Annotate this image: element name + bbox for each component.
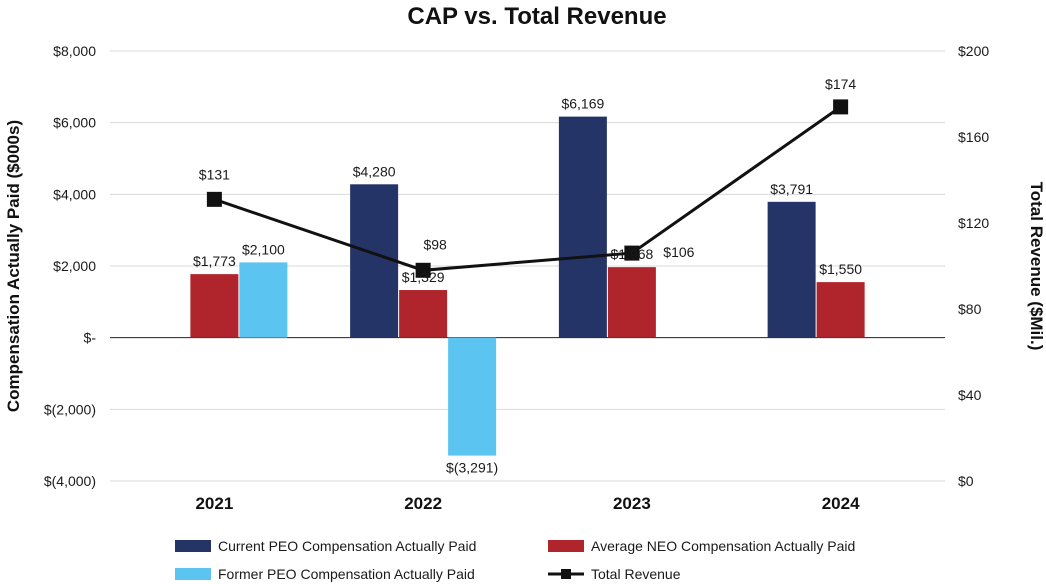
y-tick-label: $(2,000) xyxy=(44,401,96,417)
bar xyxy=(350,184,399,338)
bar xyxy=(399,290,448,338)
y2-tick-label: $80 xyxy=(958,301,982,317)
revenue-data-label: $98 xyxy=(423,236,447,252)
y2-tick-label: $120 xyxy=(958,215,989,231)
legend-swatch-marker xyxy=(561,569,571,579)
y-tick-label: $(4,000) xyxy=(44,473,96,489)
bars xyxy=(190,116,865,456)
bar xyxy=(448,337,497,456)
category-label: 2023 xyxy=(613,494,651,513)
bar-data-label: $1,773 xyxy=(193,253,236,269)
data-labels: $4,280 $6,169 $3,791 $1,773 $1,329 $1,968 $1,5… xyxy=(193,76,862,476)
revenue-data-label: $131 xyxy=(199,166,230,182)
legend: Current PEO Compensation Actually Paid Av… xyxy=(175,538,855,582)
y2-tick-label: $160 xyxy=(958,129,989,145)
revenue-point xyxy=(206,191,222,207)
bar xyxy=(558,116,607,338)
bar-data-label: $1,968 xyxy=(610,246,653,262)
legend-label: Current PEO Compensation Actually Paid xyxy=(218,538,476,554)
bar xyxy=(239,262,288,338)
y-tick-label: $2,000 xyxy=(53,258,96,274)
category-label: 2024 xyxy=(822,494,860,513)
bar-data-label: $3,791 xyxy=(770,181,813,197)
legend-label: Total Revenue xyxy=(591,566,681,582)
revenue-line xyxy=(213,105,842,272)
bar-data-label: $1,550 xyxy=(819,261,862,277)
bar-data-label: $2,100 xyxy=(242,241,285,257)
legend-label: Average NEO Compensation Actually Paid xyxy=(591,538,855,554)
bar-data-label: $(3,291) xyxy=(446,460,498,476)
legend-swatch xyxy=(175,568,211,580)
legend-swatch xyxy=(175,540,211,552)
category-labels: 2021 2022 2023 2024 xyxy=(195,494,860,513)
chart-title: CAP vs. Total Revenue xyxy=(407,3,666,30)
bar xyxy=(190,274,239,338)
y-axis-title: Compensation Actually Paid ($000s) xyxy=(4,120,23,412)
revenue-point xyxy=(833,99,849,115)
y-tick-label: $6,000 xyxy=(53,115,96,131)
bar xyxy=(767,201,816,338)
revenue-line-series xyxy=(206,99,849,278)
category-label: 2022 xyxy=(404,494,442,513)
y2-tick-label: $0 xyxy=(958,473,974,489)
bar-data-label: $4,280 xyxy=(353,163,396,179)
revenue-point xyxy=(624,245,640,261)
bar-data-label: $6,169 xyxy=(561,96,604,112)
legend-label: Former PEO Compensation Actually Paid xyxy=(218,566,475,582)
legend-swatch xyxy=(548,540,584,552)
y-axis-ticks: $8,000 $6,000 $4,000 $2,000 $- $(2,000) $(4,00… xyxy=(44,43,96,489)
revenue-data-label: $106 xyxy=(663,244,694,260)
y-tick-label: $- xyxy=(84,330,97,346)
y-tick-label: $8,000 xyxy=(53,43,96,59)
y-tick-label: $4,000 xyxy=(53,186,96,202)
revenue-data-label: $174 xyxy=(825,76,856,92)
bar xyxy=(816,282,865,338)
y2-tick-label: $40 xyxy=(958,387,982,403)
y2-axis-ticks: $200 $160 $120 $80 $40 $0 xyxy=(958,43,989,489)
y2-axis-title: Total Revenue ($Mil.) xyxy=(1027,182,1046,351)
bar-data-label: $1,329 xyxy=(402,269,445,285)
bar xyxy=(607,267,656,338)
revenue-point xyxy=(415,262,431,278)
category-label: 2021 xyxy=(195,494,233,513)
y2-tick-label: $200 xyxy=(958,43,989,59)
